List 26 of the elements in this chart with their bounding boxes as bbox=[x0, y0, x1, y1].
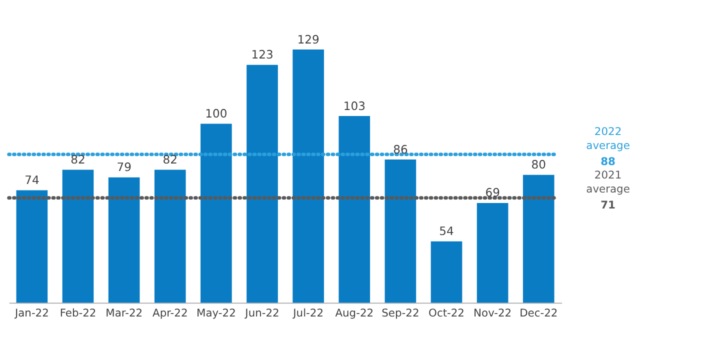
x-tick-label: Mar-22 bbox=[106, 306, 143, 320]
data-label: 100 bbox=[205, 106, 228, 120]
data-label: 103 bbox=[343, 98, 366, 113]
ref-line-label: 2021 average 71 bbox=[586, 168, 630, 212]
data-label: 123 bbox=[251, 48, 274, 62]
data-label: 86 bbox=[393, 142, 408, 156]
x-tick-label: Nov-22 bbox=[474, 306, 512, 320]
x-tick-label: Jan-22 bbox=[14, 306, 49, 320]
data-label: 82 bbox=[162, 152, 178, 166]
data-label: 69 bbox=[485, 186, 500, 200]
x-tick-label: Jul-22 bbox=[292, 306, 324, 320]
data-label: 82 bbox=[70, 152, 86, 166]
x-tick-label: Feb-22 bbox=[60, 306, 96, 320]
x-tick-label: Aug-22 bbox=[335, 306, 374, 320]
ref-line-label: 2022 average 88 bbox=[586, 124, 630, 168]
x-tick-label: Jun-22 bbox=[244, 306, 280, 320]
x-tick-label: Sep-22 bbox=[382, 306, 420, 320]
data-label: 79 bbox=[116, 160, 132, 174]
data-label: 54 bbox=[439, 224, 454, 238]
x-tick-label: Dec-22 bbox=[520, 306, 558, 320]
data-label: 80 bbox=[531, 158, 546, 172]
data-label: 74 bbox=[24, 172, 40, 187]
x-tick-label: Oct-22 bbox=[428, 306, 464, 320]
data-label: 129 bbox=[297, 32, 320, 46]
x-tick-label: Apr-22 bbox=[152, 306, 188, 320]
x-tick-label: May-22 bbox=[196, 306, 236, 320]
